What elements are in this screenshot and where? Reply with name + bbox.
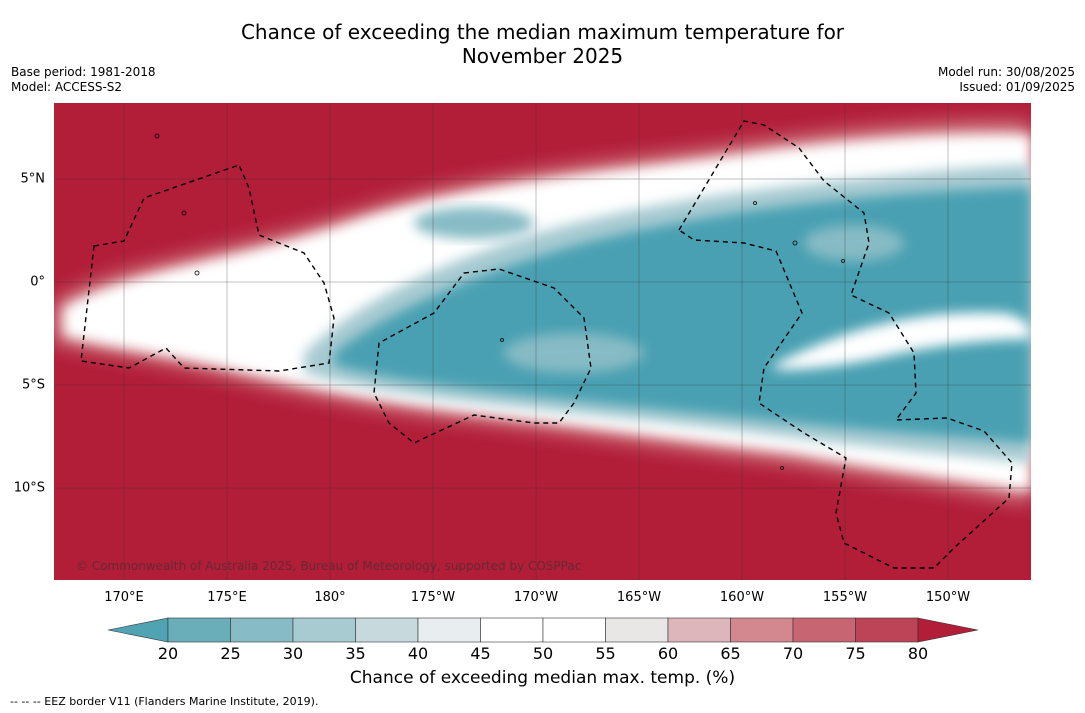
colorbar-tick-label: 20 [157,644,179,663]
colorbar-tick-label: 65 [720,644,741,663]
cool-patch-2 [804,225,904,261]
neutral-tongue [774,312,1031,370]
lat-label-10s: 10°S [13,480,45,496]
lon-label-175w: 175°W [410,590,456,605]
map-svg [54,103,1031,580]
chart-title: Chance of exceeding the median maximum t… [0,20,1085,68]
colorbar-segment [792,617,856,643]
copyright-notice: © Commonwealth of Australia 2025, Bureau… [76,559,582,573]
lon-label-160w: 160°W [719,590,765,605]
lon-label-170w: 170°W [513,590,559,605]
model-run: Model run: 30/08/2025 [937,65,1075,79]
colorbar-segment [417,617,481,643]
colorbar-tick-label: 80 [907,644,929,663]
colorbar-tick-label: 75 [845,644,866,663]
lon-label-165w: 165°W [616,590,662,605]
colorbar-tick-label: 45 [470,644,491,663]
colorbar-tick-label: 35 [345,644,366,663]
colorbar-segment [730,617,794,643]
cool-patch-3 [414,207,534,239]
colorbar-segment [605,617,669,643]
lon-label-150w: 150°W [925,590,971,605]
title-line-1: Chance of exceeding the median maximum t… [240,20,845,44]
meta-right: Model run: 30/08/2025 Issued: 01/09/2025 [938,65,1075,95]
eez-tuvalu-kiribati [80,164,335,372]
colorbar-tick-label: 30 [282,644,304,663]
colorbar-segment [230,617,294,643]
eez-legend-note: -- -- -- EEZ border V11 (Flanders Marine… [10,695,319,708]
colorbar-tick-label: 40 [407,644,429,663]
colorbar-tick-label: 70 [782,644,804,663]
colorbar-arrow-low [108,617,169,643]
model-name: Model: ACCESS-S2 [11,80,123,94]
title-line-2: November 2025 [461,44,624,68]
colorbar-tick-label: 50 [532,644,554,663]
colorbar [108,617,978,643]
lon-label-170e: 170°E [104,590,144,605]
base-period: Base period: 1981-2018 [11,65,156,79]
colorbar-tick-label: 25 [220,644,241,663]
cool-patch-1 [504,333,644,373]
eez-borders [80,120,1013,569]
colorbar-segment [542,617,606,643]
lon-label-175e: 175°E [207,590,247,605]
graticule [54,103,1031,580]
meta-left: Base period: 1981-2018 Model: ACCESS-S2 [11,65,156,95]
lat-label-0: 0° [30,274,45,290]
colorbar-segment [480,617,544,643]
lon-label-155w: 155°W [822,590,868,605]
colorbar-tick-label: 60 [657,644,679,663]
lat-label-5s: 5°S [21,377,45,393]
colorbar-segment [355,617,419,643]
map-panel[interactable] [54,103,1031,580]
colorbar-tick-label: 55 [595,644,616,663]
eez-line-islands [678,120,1013,569]
island-contours [154,133,845,470]
colorbar-segment [292,617,356,643]
colorbar-segment [167,617,231,643]
colorbar-segments [108,617,978,643]
lat-label-5n: 5°N [20,171,46,187]
issued-date: Issued: 01/09/2025 [959,80,1075,94]
colorbar-label: Chance of exceeding median max. temp. (%… [349,668,736,688]
colorbar-arrow-high [917,617,978,643]
lon-label-180: 180° [314,590,346,605]
colorbar-segment [855,617,919,643]
colorbar-segment [667,617,731,643]
